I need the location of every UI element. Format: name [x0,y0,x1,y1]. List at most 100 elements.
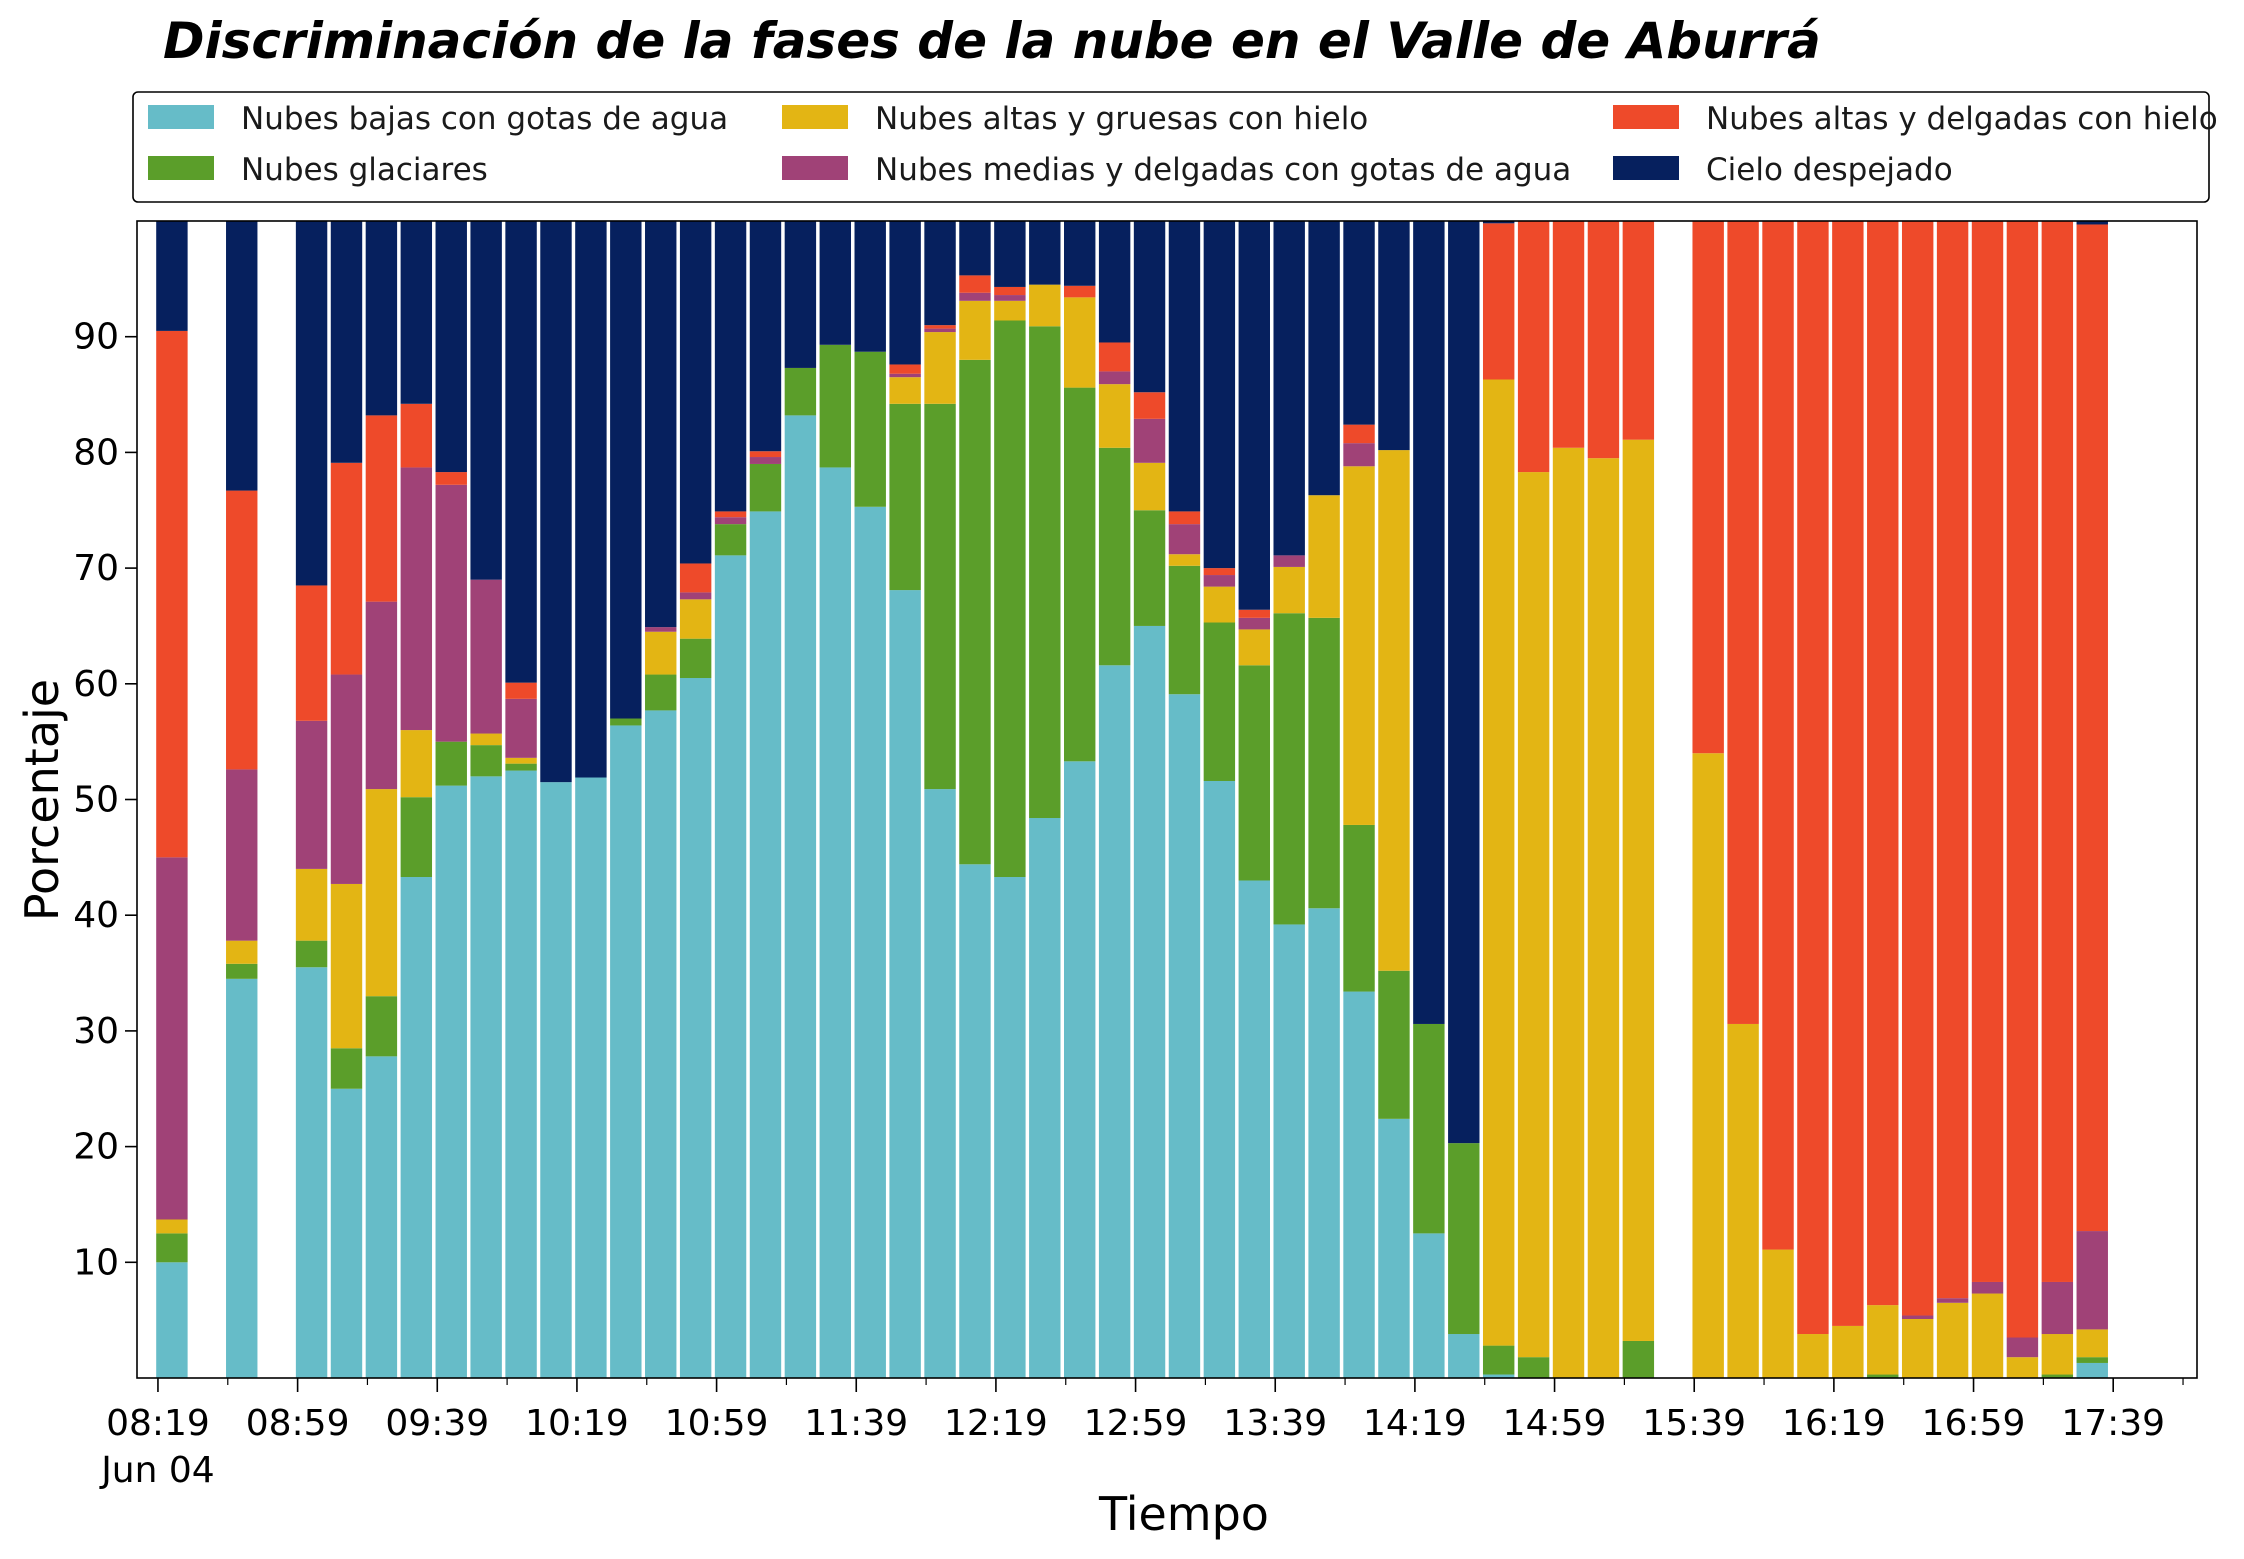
bar-segment [365,601,398,790]
bar-segment [295,585,328,721]
bar-segment [854,221,886,352]
bar-segment [470,579,502,734]
bar-segment [2076,224,2108,1232]
bar-stack [784,221,817,1378]
bar-segment [2006,1357,2039,1378]
x-tick-label: 10:19 [525,1403,629,1444]
bar-segment [1936,1302,1969,1378]
bar-segment [1867,1374,1899,1378]
bar-stack [540,221,572,1378]
x-tick-label: 08:19 [106,1403,210,1444]
bar-segment [1273,924,1305,1378]
bar-segment [435,741,467,786]
bar-segment [1168,524,1201,555]
bar-segment [610,221,642,719]
bar-stack [400,221,433,1378]
bar-segment [1378,1118,1410,1378]
legend-swatch [148,105,214,129]
bar-stack [1482,221,1515,1378]
bar-segment [1867,221,1899,1306]
bar-stack [1029,221,1061,1378]
bar-segment [156,221,188,331]
bar-segment [435,785,467,1378]
bar-stack [1168,221,1201,1378]
bar-segment [330,674,363,884]
bar-segment [1238,629,1270,666]
bar-segment [679,592,712,600]
bar-segment [1098,342,1131,372]
bar-segment [679,221,712,564]
bar-segment [994,286,1026,296]
bar-segment [1133,418,1166,463]
bar-segment [156,857,188,1220]
bar-segment [610,725,642,1378]
bar-segment [889,373,921,378]
bar-segment [889,590,921,1378]
bar-stack [1797,221,1829,1378]
legend-label: Nubes altas y delgadas con hielo [1706,101,2218,137]
bar-segment [1552,221,1585,448]
bar-segment [714,517,747,525]
bar-segment [540,782,572,1378]
bar-segment [819,467,852,1378]
bar-segment [1832,1325,1864,1378]
bar-segment [505,770,537,1378]
y-axis: 10 20 30 40 50 60 70 80 90 [73,317,137,1283]
bar-segment [1727,1023,1759,1378]
bar-segment [1098,447,1131,666]
bar-stack [2041,221,2074,1378]
bar-segment [505,221,537,683]
bar-stack [295,221,328,1378]
bar-segment [610,718,642,726]
bar-segment [1378,450,1410,971]
bar-stack [1622,221,1655,1378]
x-tick-label: 15:39 [1642,1403,1746,1444]
x-tick-label: 14:59 [1503,1403,1607,1444]
bar-segment [1517,472,1550,1358]
bar-segment [1552,447,1585,1378]
bar-segment [2006,221,2039,1338]
bar-segment [2076,221,2108,225]
bar-segment [1517,1357,1550,1378]
bar-stack [1133,221,1166,1378]
bar-segment [1971,1281,2004,1294]
bar-segment [1203,568,1236,576]
bar-segment [330,883,363,1049]
bar-stack [1552,221,1585,1378]
bar-stack [749,221,782,1378]
y-tick-label: 50 [73,780,119,821]
bar-segment [226,978,258,1378]
bar-segment [330,1048,363,1089]
bar-stack [645,221,677,1378]
bar-segment [365,415,398,602]
bar-segment [400,730,433,798]
bar-segment [1168,554,1201,566]
bar-segment [226,940,258,964]
y-tick-label: 40 [73,895,119,936]
bar-segment [959,864,991,1378]
bar-segment [749,463,782,512]
bar-segment [1029,284,1061,327]
bar-segment [1273,613,1305,925]
legend-swatch [782,105,848,129]
bar-segment [2006,1337,2039,1358]
bar-stack [1238,221,1270,1378]
legend-label: Nubes medias y delgadas con gotas de agu… [875,152,1571,188]
bar-segment [400,467,433,731]
bar-stack [1971,221,2004,1378]
bar-segment [994,295,1026,301]
bar-segment [1692,221,1724,754]
bar-stack [610,221,642,1378]
bar-segment [226,963,258,979]
bar-segment [1029,326,1061,819]
bar-segment [156,330,188,858]
bar-stack [994,221,1026,1378]
legend-label: Nubes glaciares [241,152,488,188]
bar-segment [1273,555,1305,567]
bar-segment [1133,392,1166,419]
legend-label: Cielo despejado [1706,152,1953,188]
y-axis-label: Porcentaje [15,679,69,921]
bar-segment [2041,221,2074,1282]
bar-segment [1727,221,1759,1024]
